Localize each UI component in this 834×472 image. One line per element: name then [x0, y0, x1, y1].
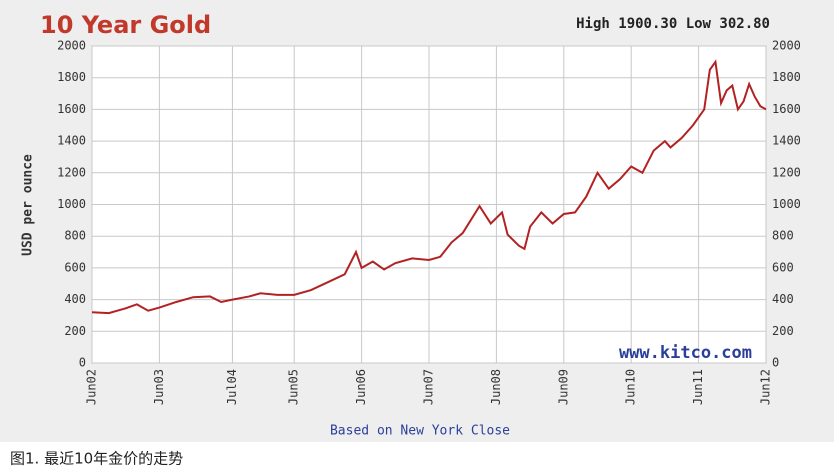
caption: 图1. 最近10年金价的走势 — [10, 450, 183, 468]
y-tick-label-right: 2000 — [772, 39, 801, 53]
x-tick-label: Jun10 — [624, 369, 638, 405]
y-tick-label: 800 — [64, 229, 86, 243]
x-tick-label: Jun03 — [152, 369, 166, 405]
y-tick-label-right: 1400 — [772, 134, 801, 148]
y-tick-label: 2000 — [57, 39, 86, 53]
y-tick-label: 1800 — [57, 70, 86, 84]
x-tick-label: Jun08 — [489, 369, 503, 405]
x-tick-label: Jun02 — [85, 369, 99, 405]
y-tick-label-right: 600 — [772, 260, 794, 274]
y-tick-label-right: 400 — [772, 292, 794, 306]
x-tick-label: Jun09 — [556, 369, 570, 405]
y-tick-label: 600 — [64, 260, 86, 274]
y-tick-label: 200 — [64, 324, 86, 338]
x-tick-label: Jun11 — [691, 369, 705, 405]
y-tick-label-right: 0 — [772, 356, 779, 370]
annotation: www.kitco.com — [619, 343, 752, 363]
line — [91, 59, 767, 315]
y-tick-label-right: 1600 — [772, 102, 801, 116]
x-axis-label: Based on New York Close — [330, 424, 510, 439]
y-tick-label: 0 — [79, 356, 86, 370]
x-tick-label: Jun07 — [422, 369, 436, 405]
y-tick-label: 1200 — [57, 165, 86, 179]
x-tick-label: Jul04 — [225, 369, 239, 405]
y-tick-label: 1000 — [57, 197, 86, 211]
y-axis-label: USD per ounce — [21, 154, 36, 256]
y-tick-label: 1400 — [57, 134, 86, 148]
y-tick-label-right: 1800 — [772, 70, 801, 84]
y-tick-label-right: 200 — [772, 324, 794, 338]
x-tick-label: Jun06 — [354, 369, 368, 405]
y-tick-label-right: 800 — [772, 229, 794, 243]
chart-title: 10 Year Gold — [40, 11, 211, 39]
y-tick-label-right: 1200 — [772, 165, 801, 179]
chart-subtitle: High 1900.30 Low 302.80 — [576, 16, 770, 32]
y-tick-label: 400 — [64, 292, 86, 306]
y-tick-label-right: 1000 — [772, 197, 801, 211]
y-tick-label: 1600 — [57, 102, 86, 116]
x-tick-label: Jun12 — [759, 369, 773, 405]
x-tick-label: Jun05 — [287, 369, 301, 405]
